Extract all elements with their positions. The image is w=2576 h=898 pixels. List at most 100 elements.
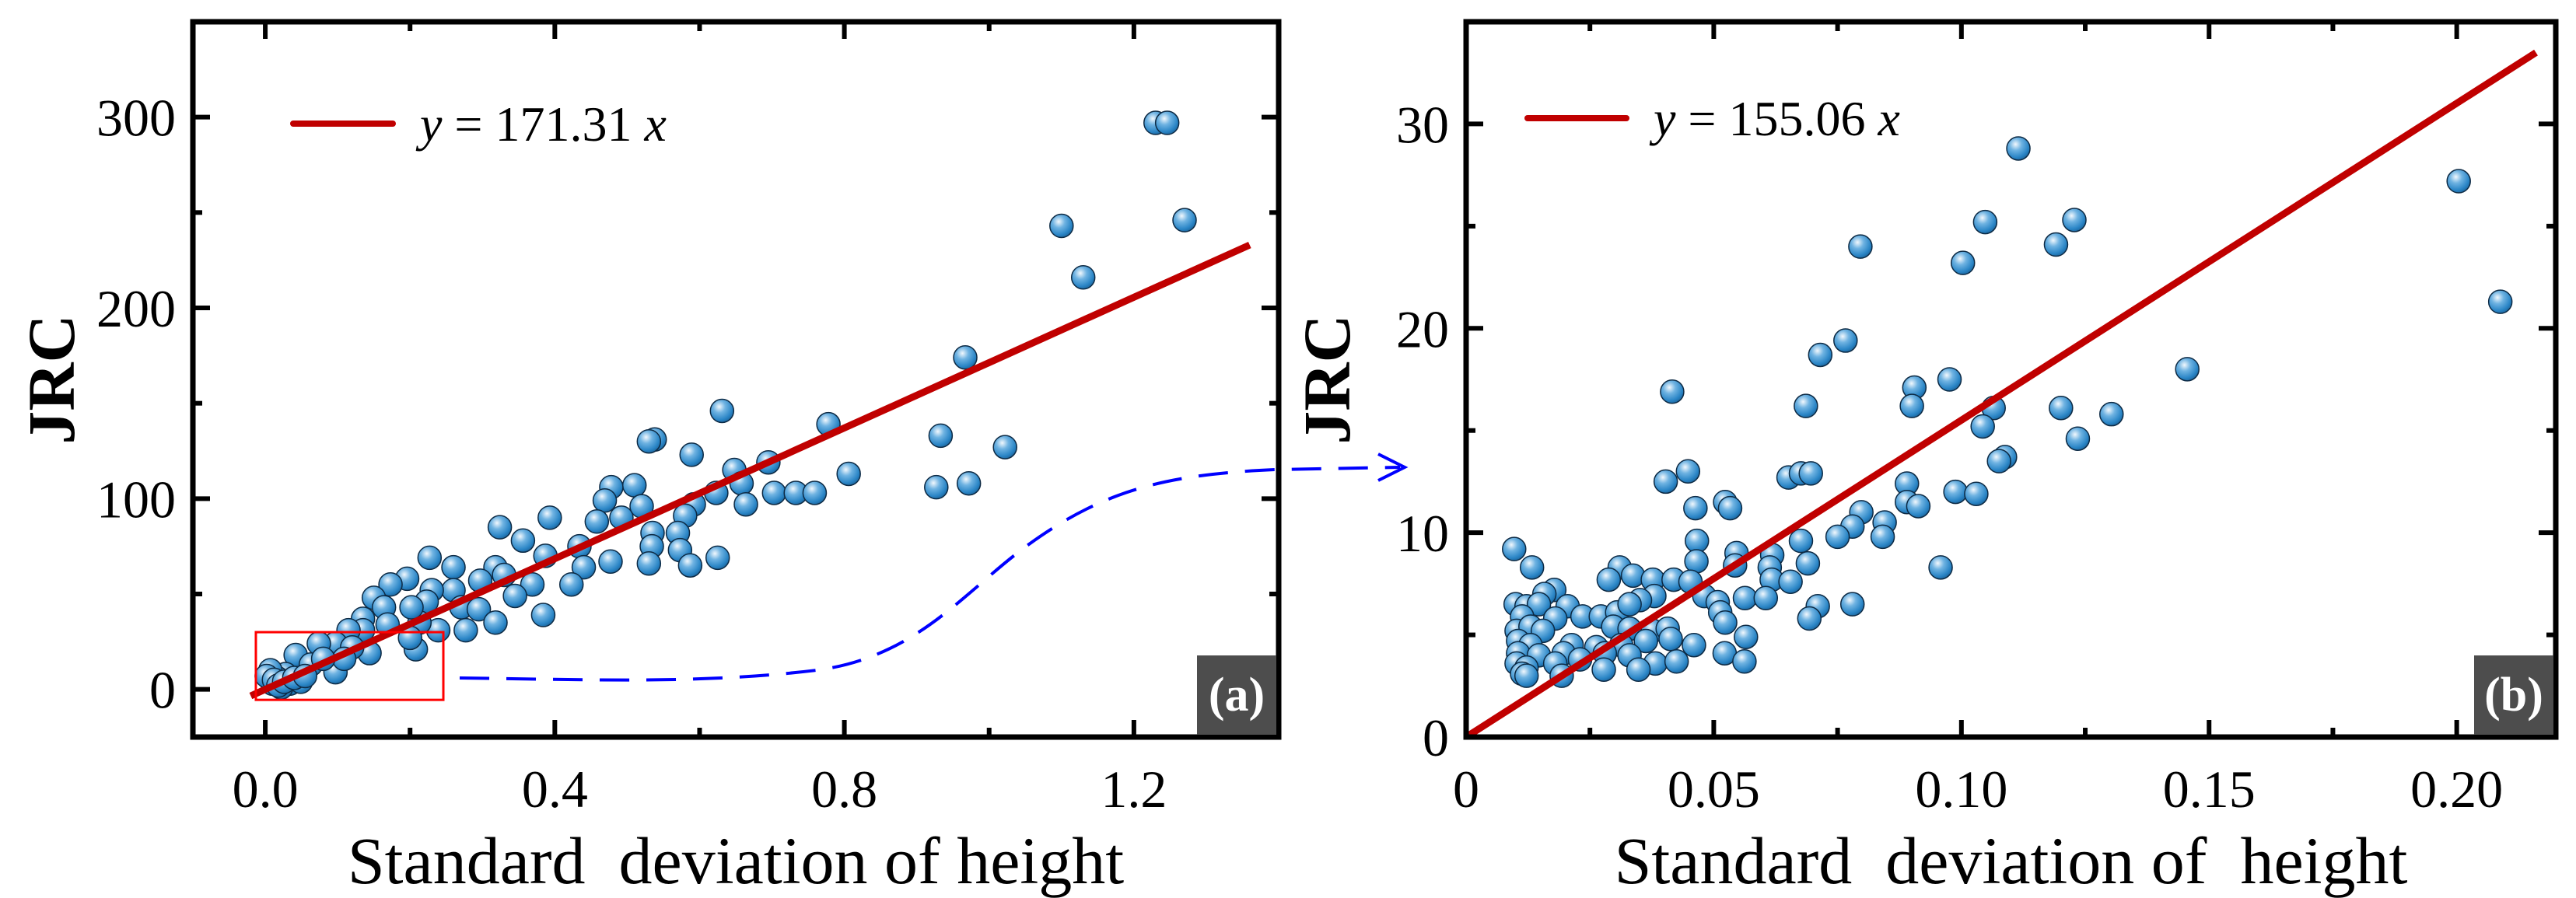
data-point — [1682, 632, 1706, 658]
data-point — [1732, 648, 1757, 674]
data-point — [992, 435, 1017, 459]
data-point — [558, 571, 584, 597]
arrow-head-icon — [1377, 452, 1409, 482]
data-point — [1732, 585, 1758, 611]
y-tick-label: 20 — [1396, 299, 1449, 358]
data-point — [1848, 234, 1873, 259]
data-point — [530, 603, 556, 627]
y-tick-label: 200 — [96, 279, 176, 338]
y-axis-title: JRC — [1290, 314, 1364, 444]
data-point — [1937, 367, 1962, 392]
legend: y = 155.06 x — [1524, 91, 1900, 146]
data-point — [1870, 524, 1895, 550]
data-point — [1794, 393, 1818, 418]
data-point — [378, 571, 403, 597]
x-tick-label: 1.2 — [1101, 760, 1167, 819]
data-point — [636, 550, 662, 576]
data-point — [1664, 648, 1689, 674]
y-tick-label: 30 — [1396, 95, 1449, 154]
data-point — [417, 545, 443, 571]
data-point — [1675, 459, 1701, 484]
data-point — [453, 617, 478, 643]
data-point — [1906, 494, 1931, 519]
data-point — [953, 345, 978, 370]
data-point — [1154, 110, 1180, 135]
data-point — [1899, 393, 1924, 418]
panel-tag-label: (a) — [1209, 669, 1265, 722]
data-point — [636, 428, 662, 454]
data-point — [802, 480, 828, 505]
data-point — [2175, 357, 2200, 382]
x-tick-label: 0.20 — [2410, 760, 2503, 819]
panel-tag-badge: (a) — [1197, 655, 1276, 735]
y-tick-label: 0 — [149, 661, 176, 720]
data-point — [2062, 208, 2087, 232]
data-point — [487, 515, 513, 540]
zoom-region-highlight — [254, 631, 445, 701]
data-point — [1070, 264, 1096, 290]
data-point — [709, 398, 735, 424]
y-tick-label: 300 — [96, 89, 176, 148]
data-point — [733, 491, 758, 517]
data-point — [1734, 624, 1759, 649]
data-point — [466, 596, 492, 622]
zoom-connector-dashed-curve — [459, 466, 1401, 682]
data-point — [1684, 549, 1709, 574]
data-point — [441, 554, 466, 580]
data-point — [1658, 627, 1683, 652]
data-points — [1502, 136, 2513, 688]
plot-frame — [190, 19, 1282, 740]
data-point — [1808, 342, 1833, 368]
data-point — [621, 473, 647, 498]
panel-tag-background — [1197, 655, 1276, 735]
data-point — [956, 470, 982, 496]
data-point — [1795, 550, 1821, 576]
legend: y = 171.31 x — [290, 96, 667, 152]
panel-b-jrc-vs-std-zoomed: 0 0.05 0.10 0.15 0.20 0 10 20 30 Standard deviati… — [1290, 19, 2559, 898]
data-point — [1753, 585, 1779, 611]
panel-tag-background — [2474, 655, 2553, 735]
data-point — [537, 505, 562, 530]
data-point — [1049, 213, 1074, 239]
data-point — [1717, 495, 1743, 521]
data-point — [1788, 528, 1814, 554]
legend-label: y = 155.06 x — [1649, 91, 1900, 146]
data-point — [1626, 657, 1651, 683]
data-point — [1596, 567, 1622, 592]
y-tick-label: 10 — [1396, 504, 1449, 563]
data-point — [1685, 528, 1710, 554]
data-point — [502, 583, 527, 609]
x-tick-label: 0.8 — [811, 760, 877, 819]
data-point — [1519, 555, 1545, 580]
data-point — [928, 423, 954, 449]
data-point — [1986, 449, 2011, 473]
fit-line — [1466, 49, 2538, 737]
plot-frame — [1463, 19, 2559, 740]
data-point — [705, 545, 730, 571]
fit-line — [249, 241, 1251, 700]
data-point — [761, 480, 787, 505]
data-point — [1950, 250, 1976, 275]
panel-a-jrc-vs-std: 0.0 0.4 0.8 1.2 0 100 200 300 Standard deviation… — [14, 19, 1282, 898]
data-point — [1797, 606, 1822, 631]
data-point — [1713, 610, 1738, 635]
data-point — [1653, 469, 1678, 494]
data-point — [1972, 209, 1998, 235]
data-point — [1633, 628, 1658, 654]
data-point — [2487, 289, 2513, 314]
data-point — [1526, 592, 1552, 617]
data-point — [1839, 592, 1865, 617]
x-tick-label: 0.15 — [2163, 760, 2256, 819]
x-axis-title: Standard deviation of height — [348, 823, 1124, 898]
panel-tag-label: (b) — [2484, 669, 2543, 722]
data-point — [2049, 396, 2074, 421]
x-tick-label: 0.10 — [1915, 760, 2007, 819]
data-point — [1591, 657, 1616, 683]
x-tick-label: 0.4 — [522, 760, 588, 819]
data-point — [598, 549, 623, 575]
data-point — [1943, 479, 1968, 505]
data-points — [254, 110, 1197, 700]
data-point — [677, 553, 703, 578]
legend-label: y = 171.31 x — [415, 96, 667, 152]
